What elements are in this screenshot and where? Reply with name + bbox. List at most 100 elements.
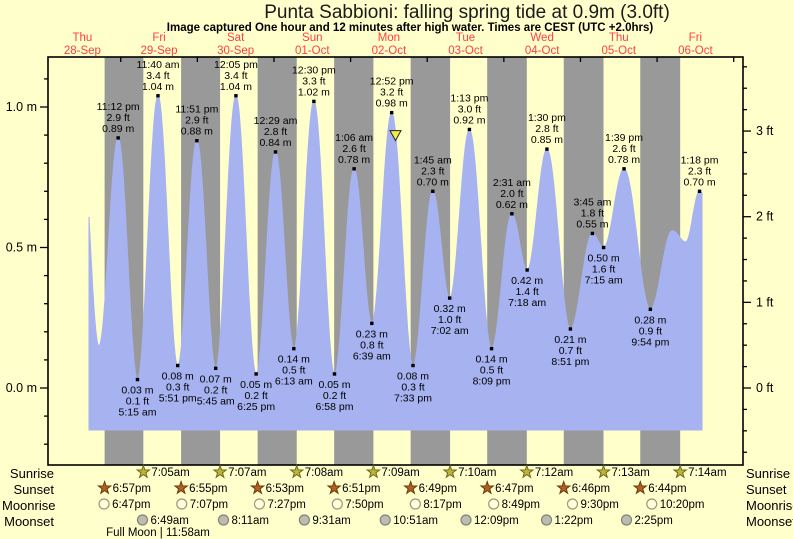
sunrise-star-icon — [135, 463, 151, 479]
sunrise-star-icon — [442, 463, 458, 479]
sunset-time: 6:47pm — [495, 483, 533, 495]
tide-low-label: 7:02 am — [431, 325, 469, 337]
tide-low-label: 5:51 pm — [159, 393, 197, 405]
moonset-icon — [136, 514, 149, 526]
tide-event-dot — [389, 110, 394, 115]
moonset-icon — [379, 514, 391, 526]
tide-high-label: 12:30 pm — [292, 64, 336, 76]
tide-event-dot — [510, 212, 514, 216]
tide-high-label: 2.6 ft — [342, 143, 365, 155]
sunrise-star-icon — [672, 463, 688, 479]
day-weekday-label: Sun — [302, 32, 322, 44]
tide-event-dot — [312, 99, 316, 104]
tide-low-label: 0.50 m — [588, 253, 620, 265]
tide-low-label: 0.23 m — [356, 328, 388, 340]
day-weekday-label: Fri — [689, 32, 702, 44]
tide-high-label: 1:06 am — [335, 132, 373, 144]
tide-low-label: 1.6 ft — [592, 264, 615, 276]
day-date-label: 03-Oct — [448, 45, 483, 57]
tide-high-label: 1.02 m — [298, 86, 330, 98]
tide-high-label: 0.70 m — [683, 176, 715, 188]
tide-low-label: 6:39 am — [353, 350, 391, 362]
moonset-row-label-left: Moonset — [4, 514, 54, 529]
tide-event-dot — [214, 366, 218, 371]
tide-event-dot — [601, 245, 606, 250]
tide-event-dot — [411, 363, 415, 368]
sunset-time: 6:55pm — [189, 483, 227, 495]
tide-event-dot — [195, 139, 199, 143]
tide-event-dot — [116, 136, 120, 140]
tide-event-dot — [176, 363, 180, 368]
day-weekday-label: Fri — [152, 32, 165, 44]
tide-low-label: 0.7 ft — [559, 345, 582, 357]
tide-low-label: 0.14 m — [475, 354, 507, 366]
right-axis-label: 3 ft — [756, 124, 774, 138]
tide-event-dot — [467, 127, 472, 132]
tide-event-dot — [156, 94, 160, 98]
moonrise-time: 8:49pm — [502, 499, 540, 511]
sunset-star-icon — [556, 479, 572, 495]
tide-high-label: 0.84 m — [259, 137, 291, 149]
tide-event-dot — [135, 377, 140, 382]
tide-high-label: 0.85 m — [531, 134, 563, 146]
tide-high-label: 2.6 ft — [612, 143, 635, 155]
tide-high-label: 2.3 ft — [421, 165, 444, 177]
tide-low-label: 0.28 m — [634, 314, 666, 326]
tide-high-label: 1.04 m — [220, 81, 252, 93]
tide-low-label: 8:09 pm — [473, 376, 511, 388]
day-weekday-label: Sat — [227, 32, 245, 44]
tide-low-label: 9:54 pm — [631, 336, 669, 348]
tide-low-label: 0.05 m — [318, 379, 350, 391]
tide-low-label: 0.2 ft — [323, 390, 346, 402]
tide-high-label: 0.70 m — [417, 176, 449, 188]
tide-low-label: 0.9 ft — [639, 325, 662, 337]
tide-low-label: 0.21 m — [554, 334, 586, 346]
tide-high-label: 0.98 m — [376, 98, 408, 110]
tide-low-label: 0.5 ft — [480, 365, 503, 377]
sunset-star-icon — [173, 479, 189, 495]
moonrise-time: 6:47pm — [112, 499, 150, 511]
tide-high-label: 3:45 am — [573, 196, 611, 208]
left-axis-label: 1.0 m — [6, 100, 37, 114]
tide-event-dot — [234, 94, 238, 98]
tide-low-label: 5:45 am — [197, 395, 235, 407]
tide-high-label: 12:29 am — [254, 115, 298, 127]
tide-high-label: 0.62 m — [496, 199, 528, 211]
moonrise-time: 7:07pm — [190, 499, 228, 511]
day-weekday-label: Tue — [456, 32, 475, 44]
tide-low-label: 0.3 ft — [166, 382, 189, 394]
right-axis-label: 2 ft — [756, 210, 774, 224]
sunset-time: 6:57pm — [113, 483, 151, 495]
sunrise-time: 7:14am — [688, 467, 726, 479]
tide-high-label: 1:13 pm — [450, 92, 488, 104]
tide-event-dot — [622, 167, 626, 171]
sunset-time: 6:51pm — [342, 483, 380, 495]
sunrise-time: 7:07am — [228, 467, 266, 479]
moonset-time: 10:51am — [393, 515, 438, 527]
day-weekday-label: Wed — [530, 32, 553, 44]
moonset-icon — [460, 514, 472, 526]
tide-low-label: 0.07 m — [200, 373, 232, 385]
tide-high-label: 11:40 am — [136, 59, 179, 71]
tide-low-label: 0.8 ft — [360, 339, 383, 351]
moonrise-time: 10:20pm — [660, 499, 705, 511]
tide-high-label: 2.3 ft — [688, 165, 711, 177]
tide-event-dot — [292, 346, 296, 351]
moonrise-icon — [253, 498, 266, 510]
now-marker-icon — [389, 130, 402, 142]
moonrise-time: 7:27pm — [267, 499, 305, 511]
left-axis-label: 0.5 m — [6, 241, 37, 255]
sunset-time: 6:46pm — [572, 483, 610, 495]
sunrise-row-label-left: Sunrise — [9, 466, 54, 481]
tide-high-label: 0.88 m — [181, 126, 213, 138]
tide-high-label: 3.4 ft — [146, 70, 169, 82]
tide-high-label: 2:31 am — [493, 177, 531, 189]
tide-high-label: 0.78 m — [338, 154, 370, 166]
moonset-icon — [217, 514, 230, 526]
tide-event-dot — [648, 307, 653, 312]
moonset-icon — [620, 514, 633, 526]
tide-low-label: 0.2 ft — [204, 384, 227, 396]
tide-low-label: 0.08 m — [162, 371, 194, 383]
sun-moon-rows: 7:05am 7:07am 7:08am 7:09am 7:10am 7:12am 7:13… — [96, 463, 727, 527]
day-weekday-label: Mon — [378, 32, 400, 44]
